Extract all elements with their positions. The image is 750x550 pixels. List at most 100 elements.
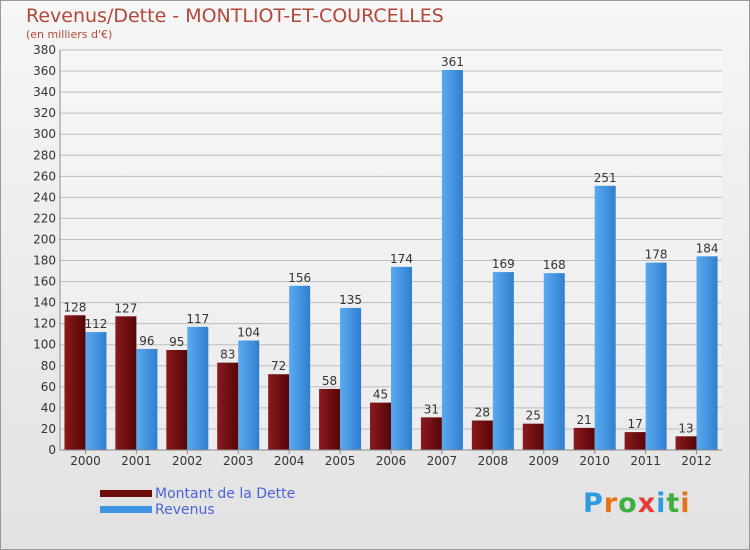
data-label: 169: [492, 257, 515, 271]
x-tick-label: 2008: [478, 454, 509, 468]
bar-revenus: [187, 326, 209, 450]
data-label: 72: [271, 359, 286, 373]
y-tick-label: 200: [33, 232, 56, 246]
bar-revenus: [85, 332, 107, 450]
bar-dette: [420, 417, 442, 450]
data-label: 21: [577, 413, 592, 427]
y-tick-label: 120: [33, 317, 56, 331]
bar-dette: [471, 420, 493, 450]
data-label: 135: [339, 293, 362, 307]
bar-dette: [370, 402, 391, 450]
bar-revenus: [136, 348, 158, 450]
y-tick-label: 180: [33, 254, 56, 268]
x-tick-label: 2009: [528, 454, 559, 468]
x-tick-label: 2012: [681, 454, 712, 468]
data-label: 128: [64, 300, 87, 314]
data-label: 178: [645, 248, 668, 262]
y-tick-label: 220: [33, 211, 56, 225]
bar-revenus: [696, 256, 718, 450]
bar-revenus: [289, 285, 311, 450]
bar-revenus: [340, 307, 362, 450]
y-tick-label: 160: [33, 275, 56, 289]
proxiti-logo: Proxiti: [583, 488, 691, 519]
bar-revenus: [238, 340, 260, 450]
logo-letter: o: [618, 488, 638, 519]
y-tick-label: 360: [33, 64, 56, 78]
bar-revenus: [645, 262, 667, 450]
data-label: 45: [373, 388, 388, 402]
data-label: 13: [678, 421, 693, 435]
logo-letter: P: [583, 488, 604, 519]
logo-letter: r: [603, 488, 619, 519]
y-tick-label: 20: [41, 422, 56, 436]
legend-swatch-dette: [100, 490, 152, 497]
y-tick-label: 40: [41, 401, 56, 415]
bar-dette: [64, 315, 86, 450]
bar-revenus: [492, 272, 514, 450]
data-label: 31: [424, 402, 439, 416]
data-label: 156: [288, 271, 311, 285]
data-label: 117: [186, 312, 209, 326]
bar-dette: [319, 388, 341, 450]
y-tick-label: 320: [33, 106, 56, 120]
data-label: 58: [322, 374, 337, 388]
y-tick-label: 100: [33, 338, 56, 352]
data-label: 95: [169, 335, 184, 349]
x-tick-label: 2004: [274, 454, 305, 468]
y-tick-label: 0: [48, 443, 56, 457]
logo-letter: i: [680, 488, 691, 519]
chart-subtitle: (en milliers d'€): [26, 28, 113, 41]
data-label: 104: [237, 326, 260, 340]
bar-revenus: [391, 266, 412, 450]
x-tick-label: 2003: [223, 454, 254, 468]
data-label: 96: [139, 334, 154, 348]
data-label: 28: [475, 406, 490, 420]
x-tick-label: 2002: [172, 454, 203, 468]
logo-letter: x: [637, 488, 657, 519]
data-label: 184: [696, 241, 719, 255]
data-label: 361: [441, 55, 464, 69]
logo-letter: t: [666, 488, 681, 519]
bar-dette: [675, 436, 697, 450]
y-tick-label: 240: [33, 190, 56, 204]
x-tick-label: 2010: [579, 454, 610, 468]
bar-revenus: [594, 185, 616, 450]
bar-dette: [573, 427, 595, 450]
data-label: 251: [594, 171, 617, 185]
legend-label-dette: Montant de la Dette: [155, 486, 296, 502]
legend-label-revenus: Revenus: [155, 502, 215, 518]
bar-dette: [217, 362, 239, 450]
x-tick-label: 2006: [376, 454, 407, 468]
logo-letter: i: [656, 488, 667, 519]
bar-revenus: [441, 70, 463, 450]
y-tick-label: 380: [33, 43, 56, 57]
x-tick-label: 2001: [121, 454, 152, 468]
y-tick-label: 60: [41, 380, 56, 394]
bar-revenus: [543, 273, 565, 450]
bar-dette: [115, 316, 137, 450]
bar-dette: [268, 374, 290, 450]
y-tick-label: 280: [33, 148, 56, 162]
data-label: 83: [220, 348, 235, 362]
y-tick-label: 260: [33, 169, 56, 183]
y-tick-label: 80: [41, 359, 56, 373]
x-tick-label: 2007: [427, 454, 458, 468]
x-tick-label: 2011: [630, 454, 661, 468]
data-label: 127: [114, 301, 137, 315]
data-label: 25: [526, 409, 541, 423]
bar-dette: [624, 432, 646, 450]
x-tick-label: 2000: [70, 454, 101, 468]
data-label: 174: [390, 252, 413, 266]
chart-title: Revenus/Dette - MONTLIOT-ET-COURCELLES: [26, 5, 444, 27]
y-tick-label: 300: [33, 127, 56, 141]
legend-swatch-revenus: [100, 506, 152, 513]
data-label: 112: [85, 317, 108, 331]
y-tick-label: 140: [33, 296, 56, 310]
bar-dette: [522, 423, 544, 450]
y-tick-label: 340: [33, 85, 56, 99]
data-label: 17: [627, 417, 642, 431]
bar-dette: [166, 350, 188, 450]
x-tick-label: 2005: [325, 454, 356, 468]
data-label: 168: [543, 258, 566, 272]
